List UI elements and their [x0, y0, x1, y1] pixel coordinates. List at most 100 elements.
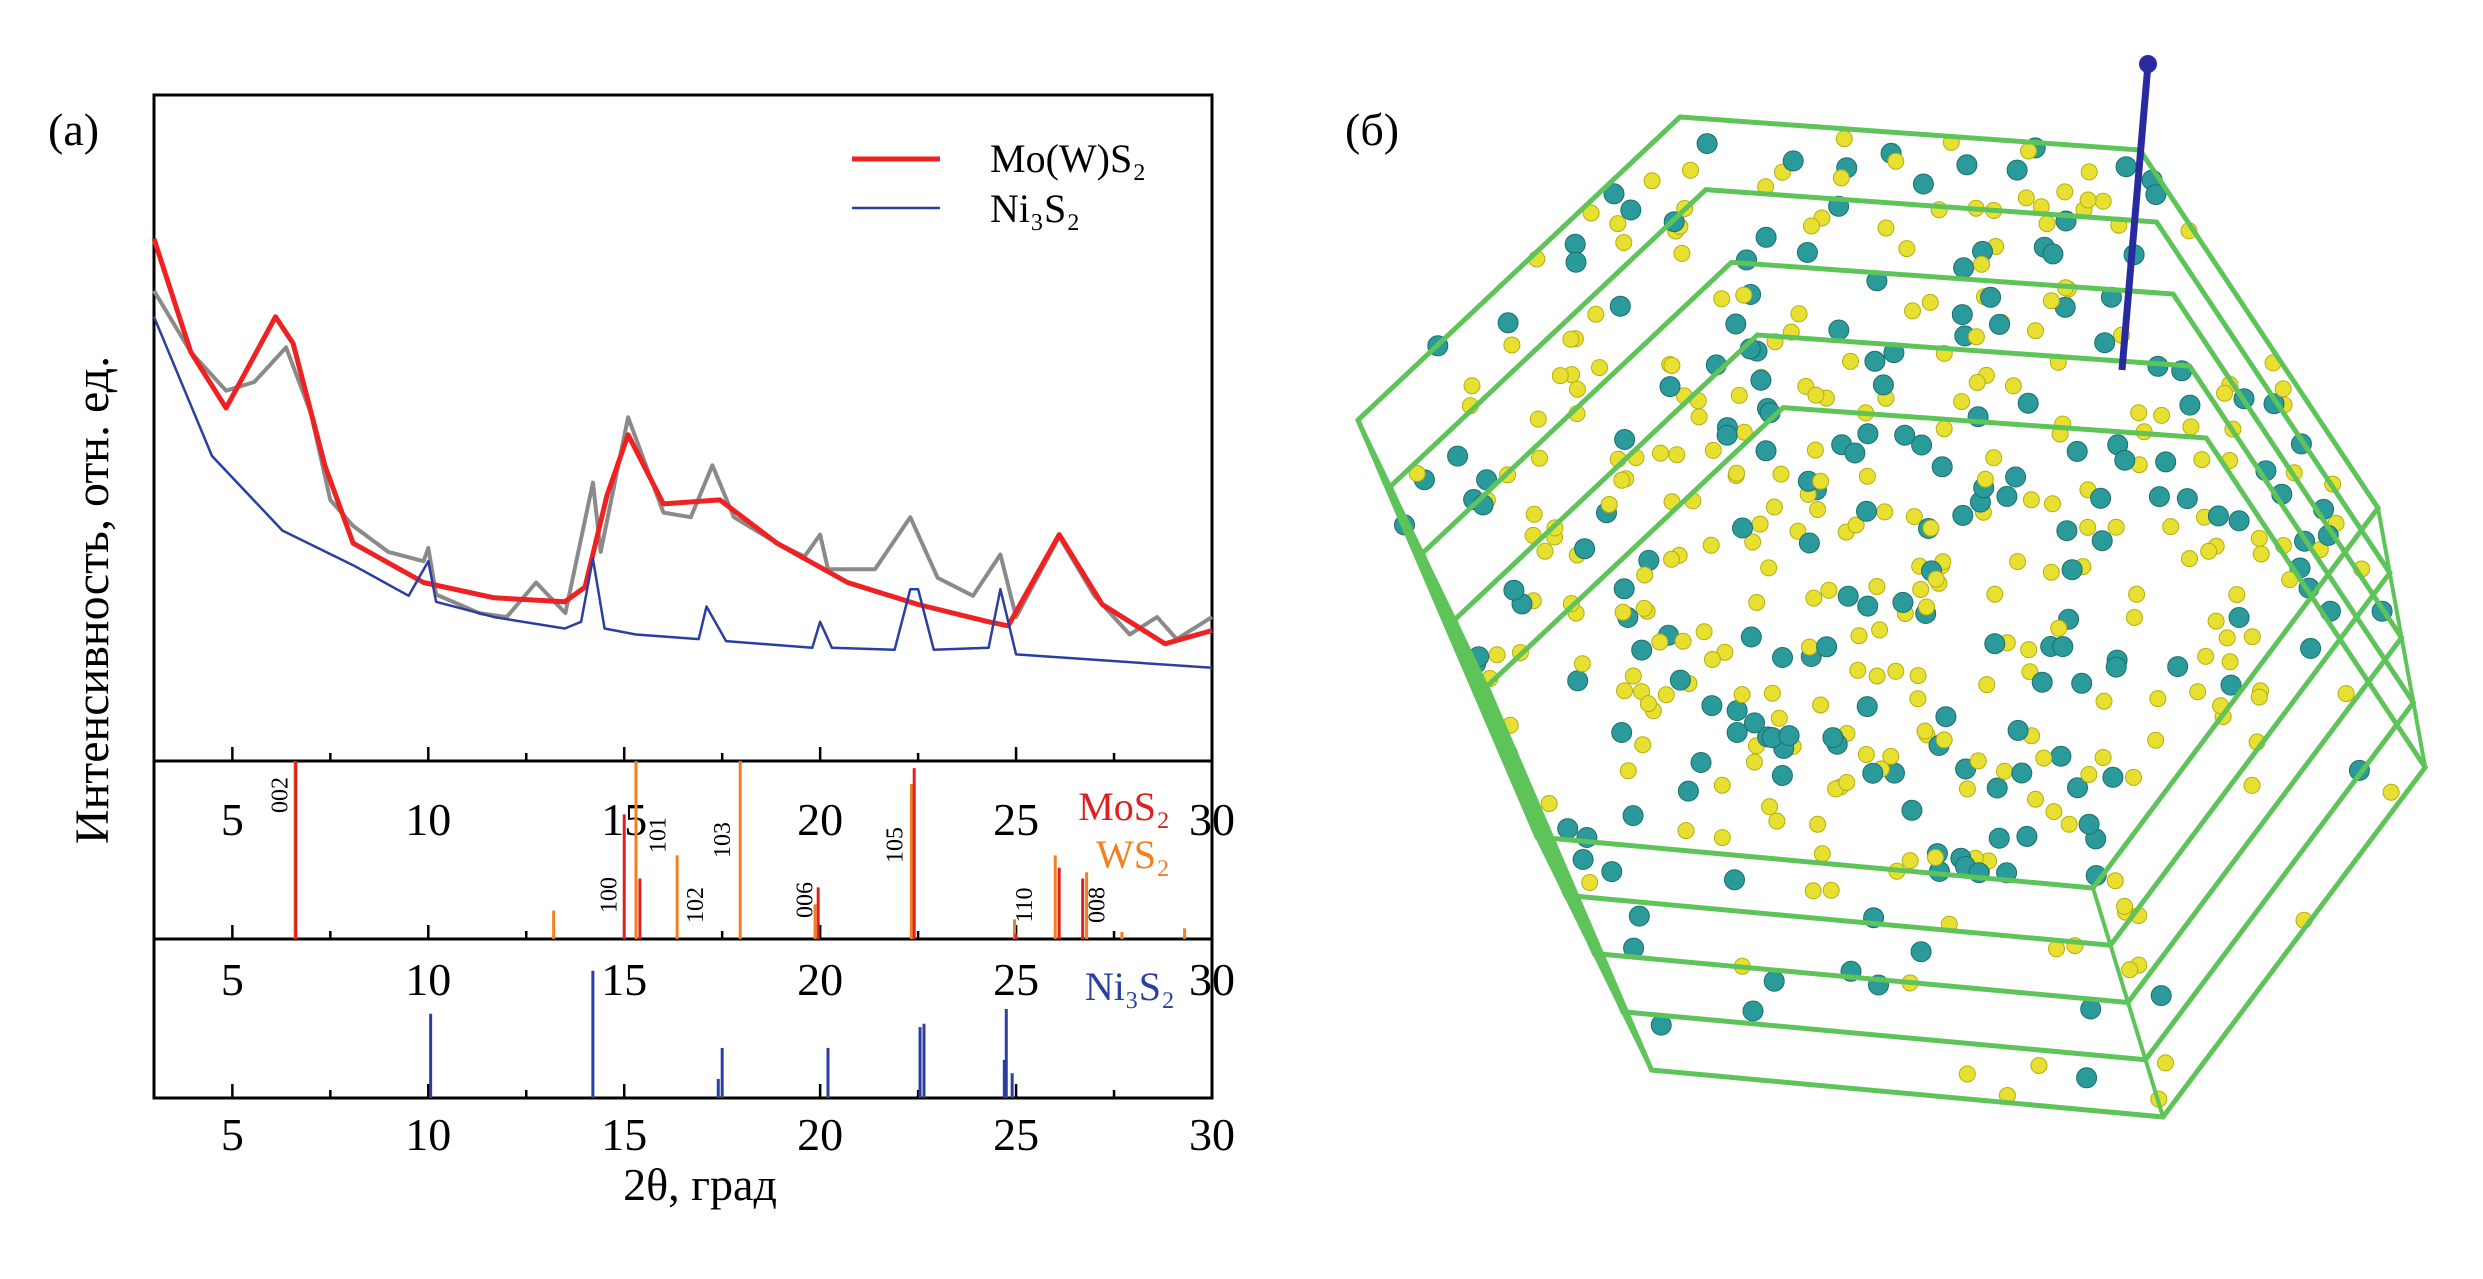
- sulfur-atom: [1898, 240, 1916, 258]
- sulfur-atom: [1634, 736, 1652, 754]
- metal-atom: [1989, 313, 2010, 335]
- sulfur-atom: [1803, 217, 1820, 235]
- x-tick-label: 25: [993, 794, 1039, 845]
- frame-edge: [1621, 1010, 1654, 1071]
- sulfur-atom: [1871, 621, 1889, 639]
- metal-atom: [1716, 424, 1738, 446]
- sulfur-atom: [1733, 686, 1751, 704]
- metal-atom: [1782, 150, 1804, 172]
- sulfur-atom: [1573, 655, 1591, 673]
- metal-atom: [1772, 647, 1793, 668]
- frame-edge: [1388, 485, 1425, 555]
- metal-atom: [1740, 626, 1762, 648]
- metal-atom: [1732, 517, 1753, 539]
- metal-atom: [2150, 985, 2172, 1007]
- x-tick-label: 20: [797, 954, 843, 1005]
- sulfur-atom: [1529, 410, 1547, 428]
- metal-atom: [2228, 510, 2250, 532]
- metal-atom: [2207, 505, 2229, 527]
- sulfur-atom: [1809, 501, 1827, 518]
- sulfur-atom: [1985, 449, 2003, 467]
- sulfur-atom: [1540, 795, 1558, 812]
- metal-atom: [1750, 369, 1772, 391]
- sulfur-atom: [1582, 204, 1600, 222]
- frame-edge: [2091, 887, 2113, 946]
- sulfur-atom: [1713, 290, 1731, 308]
- metal-atom: [1601, 861, 1623, 883]
- sulfur-atom: [2027, 790, 2044, 808]
- sulfur-atom: [1918, 598, 1935, 616]
- sulfur-atom: [2009, 553, 2027, 571]
- metal-atom: [2078, 813, 2100, 835]
- x-tick-label: 5: [221, 794, 244, 845]
- sulfur-atom: [2121, 961, 2139, 979]
- metal-atom: [2067, 777, 2088, 799]
- sulfur-atom: [2250, 688, 2268, 706]
- sulfur-atom: [2128, 585, 2146, 603]
- sulfur-atom: [2030, 1057, 2048, 1074]
- sulfur-atom: [1927, 570, 1945, 588]
- sulfur-atom: [2095, 692, 2113, 710]
- sulfur-atom: [1882, 747, 1900, 765]
- sulfur-atom: [2038, 215, 2056, 233]
- legend-label-mows2: Mo(W)S₂: [990, 136, 1146, 181]
- metal-atom: [1857, 423, 1879, 445]
- metal-atom: [1862, 762, 1884, 784]
- sulfur-atom: [1488, 646, 1506, 664]
- sulfur-atom: [2056, 183, 2074, 201]
- sulfur-atom: [1639, 695, 1657, 713]
- sulfur-atom: [2027, 322, 2044, 340]
- metal-atom: [2094, 332, 2116, 354]
- metal-atom: [2179, 394, 2201, 416]
- metal-atom: [2052, 636, 2074, 658]
- sulfur-atom: [1682, 161, 1699, 179]
- metal-atom: [1816, 636, 1838, 658]
- sulfur-atom: [1657, 686, 1675, 704]
- miller-index-label: 105: [883, 827, 909, 863]
- sulfur-atom: [2060, 815, 2078, 833]
- sulfur-atom: [2022, 491, 2040, 509]
- sulfur-atom: [1745, 753, 1763, 771]
- sulfur-atom: [1842, 352, 1859, 370]
- sulfur-atom: [2125, 609, 2143, 626]
- sulfur-atom: [2197, 647, 2215, 665]
- metal-atom: [2006, 159, 2028, 181]
- metal-atom: [2091, 530, 2113, 552]
- sulfur-atom: [2274, 380, 2292, 398]
- x-axis-label: 2θ, град: [623, 1159, 777, 1210]
- metal-atom: [1567, 670, 1589, 692]
- sulfur-atom: [1922, 519, 1940, 537]
- sulfur-atom: [1677, 822, 1695, 840]
- metal-atom: [1864, 350, 1886, 372]
- sulfur-atom: [1909, 667, 1927, 685]
- metal-atom: [2005, 466, 2027, 488]
- x-tick-label: 30: [1189, 1109, 1235, 1160]
- metal-atom: [1986, 777, 2008, 799]
- sulfur-atom: [1847, 516, 1865, 534]
- sulfur-atom: [1503, 336, 1521, 354]
- metal-atom: [1564, 233, 1586, 255]
- metal-atom: [1620, 199, 1642, 221]
- sulfur-atom: [2004, 377, 2022, 395]
- sulfur-atom: [1789, 522, 1807, 540]
- sulfur-atom: [2228, 586, 2246, 604]
- metal-atom: [2105, 656, 2127, 678]
- sulfur-atom: [1600, 496, 1618, 513]
- sulfur-atom: [1763, 684, 1781, 702]
- sulfur-atom: [1812, 472, 1830, 490]
- metal-atom: [1952, 504, 1974, 526]
- sulfur-atom: [1636, 566, 1654, 584]
- panel-b-label: (б): [1345, 104, 1399, 155]
- miller-index-label: 100: [597, 877, 623, 913]
- sulfur-atom: [1765, 498, 1783, 516]
- metal-atom: [1557, 818, 1579, 840]
- sulfur-atom: [2157, 1054, 2174, 1072]
- sulfur-atom: [1901, 852, 1919, 870]
- frame-edge: [2376, 507, 2392, 574]
- sulfur-atom: [2130, 404, 2148, 422]
- metal-atom: [1935, 706, 1957, 728]
- sulfur-atom: [2044, 495, 2061, 513]
- sulfur-atom: [1807, 386, 1825, 404]
- sulfur-atom: [2021, 663, 2039, 681]
